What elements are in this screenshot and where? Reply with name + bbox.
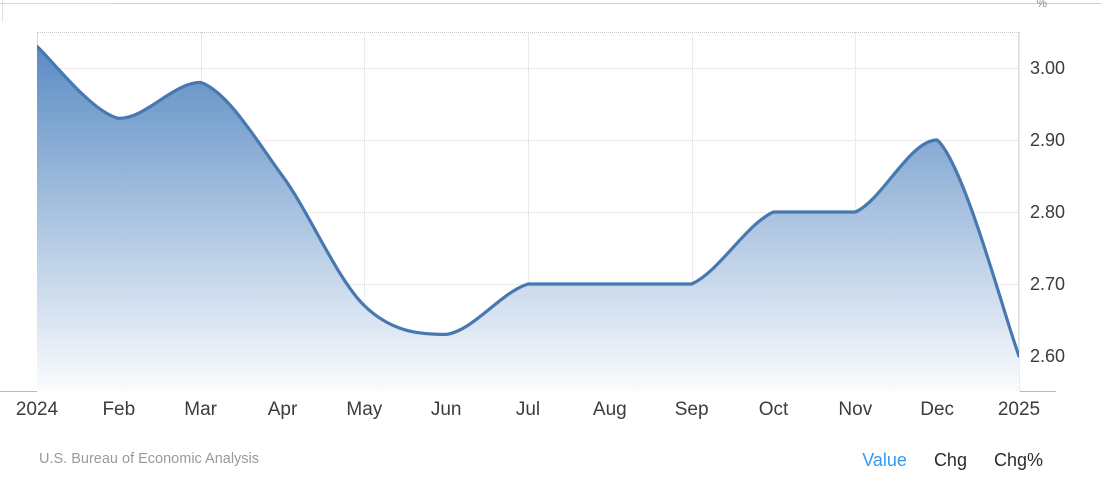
gridline-vertical — [364, 32, 366, 392]
y-axis-tick-label: 3.00 — [1030, 58, 1066, 78]
area-chart-svg — [37, 44, 1019, 392]
gridline-vertical — [1019, 32, 1020, 392]
x-axis-tick-label: 2025 — [997, 399, 1041, 420]
x-axis-tick-label: Apr — [267, 399, 298, 420]
x-axis-tick-label: Oct — [758, 399, 789, 420]
panel-top-rule-right — [110, 3, 1101, 4]
y-axis-tick-label: 2.70 — [1030, 274, 1066, 294]
x-axis-tick-label: May — [346, 399, 383, 420]
series-area-fill — [37, 46, 1019, 392]
x-axis-tick-label: Jul — [515, 399, 541, 420]
x-axis-tick-label: 2024 — [15, 399, 59, 420]
series-toggle-chg[interactable]: Chg — [933, 450, 967, 470]
x-axis-tick-label: Jun — [430, 399, 462, 420]
x-axis-tick-label: Aug — [592, 399, 627, 420]
series-line — [37, 44, 1019, 358]
panel-top-rule-left — [0, 3, 110, 4]
y-axis-tick-label: 2.80 — [1030, 202, 1066, 222]
series-toggle-chg-pct[interactable]: Chg% — [993, 450, 1043, 470]
x-axis-tick-label: Dec — [920, 399, 955, 420]
series-toggle-value[interactable]: Value — [862, 450, 907, 470]
y-axis-tick-label: 2.60 — [1030, 346, 1066, 366]
x-axis-tick-label: Feb — [102, 399, 136, 420]
x-axis-tick-label: Nov — [838, 399, 873, 420]
series-toggle-group[interactable]: Value Chg Chg% — [862, 449, 1043, 471]
gridline-vertical — [528, 32, 529, 392]
plot-area — [0, 32, 1056, 392]
source-attribution: U.S. Bureau of Economic Analysis — [39, 451, 260, 467]
gridline-vertical — [691, 32, 693, 392]
x-axis-tick-label: Sep — [674, 399, 709, 420]
y-axis-unit-label: % — [1036, 0, 1047, 10]
y-axis-tick-label: 2.90 — [1030, 130, 1066, 150]
x-axis-tick-label: Mar — [184, 399, 218, 420]
panel-left-edge — [2, 0, 3, 22]
